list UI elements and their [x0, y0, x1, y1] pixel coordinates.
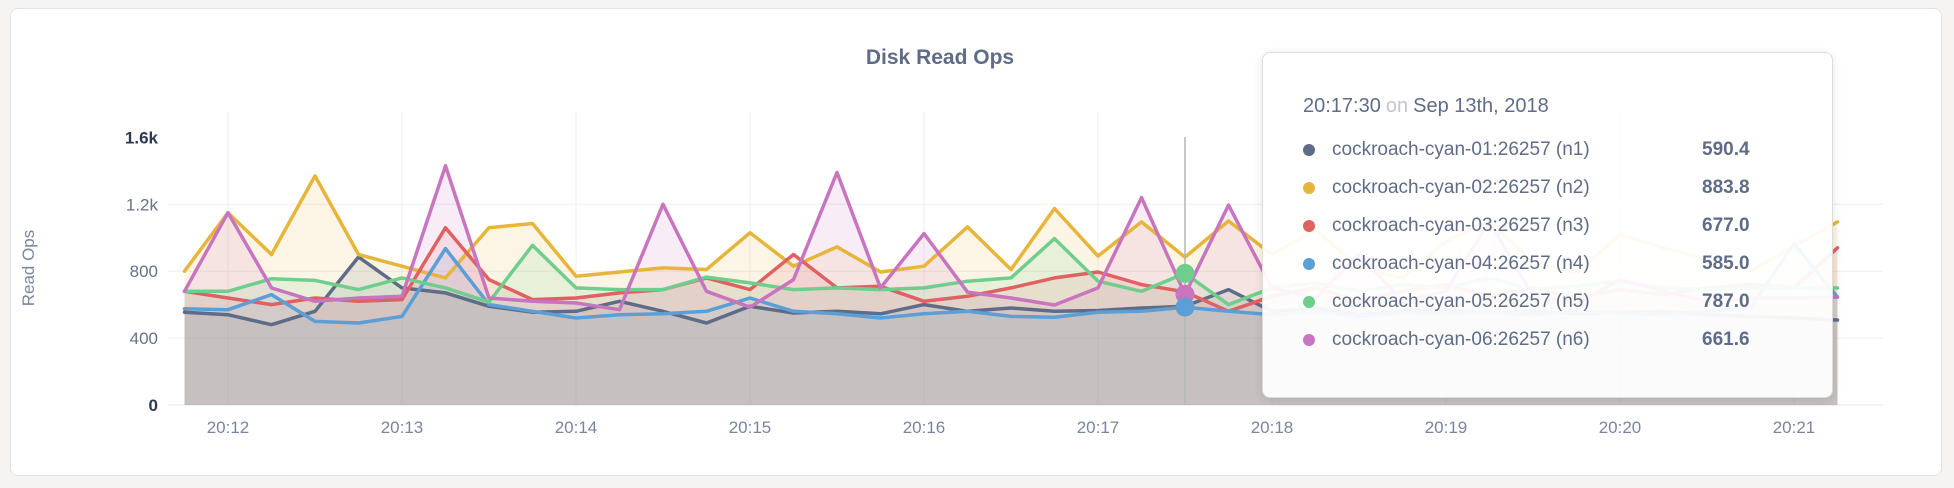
tooltip-row-label: cockroach-cyan-03:26257 (n3) — [1332, 215, 1590, 236]
tooltip-row-value: 677.0 — [1702, 215, 1750, 236]
tooltip-header: 20:17:30 on Sep 13th, 2018 — [1303, 93, 1792, 119]
y-tick-label: 1.2k — [126, 195, 159, 214]
series-color-dot-icon — [1303, 220, 1315, 232]
tooltip-time: 20:17:30 — [1303, 95, 1381, 117]
tooltip-row-label: cockroach-cyan-04:26257 (n4) — [1332, 253, 1590, 274]
page-title: Disk Read Ops — [865, 46, 1015, 69]
y-tick-label: 400 — [130, 329, 158, 348]
series-color-dot-icon — [1303, 258, 1315, 270]
y-tick-label: 0 — [149, 396, 158, 415]
series-color-dot-icon — [1303, 334, 1315, 346]
hover-dot-n4 — [1175, 297, 1195, 317]
tooltip-row: cockroach-cyan-03:26257 (n3) 677.0 — [1303, 207, 1792, 245]
tooltip-row: cockroach-cyan-01:26257 (n1) 590.4 — [1303, 131, 1792, 169]
tooltip-row: cockroach-cyan-05:26257 (n5) 787.0 — [1303, 283, 1792, 321]
x-tick-label: 20:13 — [381, 418, 424, 437]
tooltip-row: cockroach-cyan-06:26257 (n6) 661.6 — [1303, 321, 1792, 359]
x-tick-label: 20:19 — [1425, 418, 1468, 437]
series-color-dot-icon — [1303, 144, 1315, 156]
y-axis-label: Read Ops — [19, 229, 38, 307]
x-tick-label: 20:14 — [555, 418, 598, 437]
tooltip-row: cockroach-cyan-02:26257 (n2) 883.8 — [1303, 169, 1792, 207]
series-color-dot-icon — [1303, 182, 1315, 194]
tooltip-row-value: 661.6 — [1702, 329, 1750, 350]
tooltip-row-label: cockroach-cyan-06:26257 (n6) — [1332, 329, 1590, 350]
x-tick-label: 20:15 — [729, 418, 772, 437]
tooltip-row-label: cockroach-cyan-01:26257 (n1) — [1332, 139, 1590, 160]
tooltip-conjunction: on — [1385, 95, 1409, 117]
y-tick-label: 1.6k — [125, 128, 159, 147]
tooltip-row-value: 590.4 — [1702, 139, 1750, 160]
x-tick-label: 20:20 — [1599, 418, 1642, 437]
x-tick-label: 20:16 — [903, 418, 946, 437]
x-tick-label: 20:18 — [1251, 418, 1294, 437]
tooltip-date: Sep 13th, 2018 — [1413, 95, 1549, 117]
tooltip-row-value: 585.0 — [1702, 253, 1750, 274]
x-tick-label: 20:17 — [1077, 418, 1120, 437]
tooltip-legend: cockroach-cyan-01:26257 (n1) 590.4 cockroa… — [1303, 131, 1792, 359]
tooltip-row-value: 883.8 — [1702, 177, 1750, 198]
y-tick-label: 800 — [130, 262, 158, 281]
hover-dot-n5 — [1175, 263, 1195, 283]
x-tick-label: 20:21 — [1773, 418, 1816, 437]
tooltip-row-value: 787.0 — [1702, 291, 1750, 312]
tooltip-row: cockroach-cyan-04:26257 (n4) 585.0 — [1303, 245, 1792, 283]
tooltip-row-label: cockroach-cyan-02:26257 (n2) — [1332, 177, 1590, 198]
tooltip-row-label: cockroach-cyan-05:26257 (n5) — [1332, 291, 1590, 312]
hover-tooltip: 20:17:30 on Sep 13th, 2018 cockroach-cyan-… — [1262, 52, 1833, 398]
x-tick-label: 20:12 — [207, 418, 250, 437]
series-color-dot-icon — [1303, 296, 1315, 308]
